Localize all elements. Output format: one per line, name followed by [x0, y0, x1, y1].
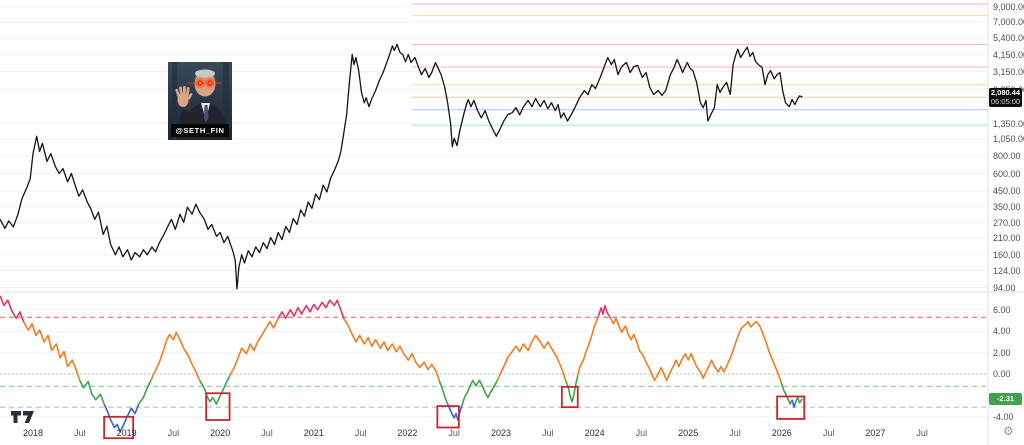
- oscillator-tick-label: 4.00: [993, 326, 1011, 337]
- price-tick-label: 124.00: [993, 265, 1021, 276]
- oscillator-series-segment: [597, 304, 612, 319]
- oscillator-current-value: -2.31: [996, 394, 1015, 404]
- time-tick-label: Jul: [448, 428, 460, 438]
- price-tick-label: 3,150.00: [993, 66, 1024, 77]
- bar-countdown: 06:05:00: [990, 96, 1021, 106]
- oscillator-tick-label: 6.00: [993, 304, 1011, 315]
- price-tick-label: 94.00: [993, 282, 1016, 293]
- oscillator-series-segment: [564, 375, 579, 403]
- time-tick-label: Jul: [354, 428, 367, 438]
- oscillator-series-segment: [138, 380, 152, 405]
- price-tick-label: 4,150.00: [993, 49, 1024, 60]
- oscillator-series-segment: [496, 334, 567, 381]
- last-price-value: 2,080.44: [990, 88, 1021, 98]
- price-tick-label: 9,000.00: [993, 2, 1024, 12]
- oscillator-series-segment: [79, 380, 105, 405]
- time-tick-label: Jul: [916, 428, 928, 438]
- time-tick-label: 2018: [22, 428, 44, 438]
- price-tick-label: 7,000.00: [993, 17, 1024, 28]
- oscillator-tick-label: 0.00: [993, 369, 1011, 379]
- price-tick-label: 450.00: [993, 186, 1021, 197]
- oscillator-value-label: -2.31: [989, 392, 1022, 405]
- time-tick-label: Jul: [74, 428, 86, 438]
- price-line-series: [0, 43, 803, 290]
- oscillator-series-segment: [198, 375, 231, 405]
- oscillator-series-segment: [343, 317, 440, 381]
- price-tick-label: 350.00: [993, 201, 1021, 212]
- price-tick-label: 1,350.00: [993, 118, 1024, 129]
- oscillator-series-segment: [791, 399, 797, 409]
- oscillator-tick-label: -4.00: [993, 411, 1014, 422]
- time-tick-label: Jul: [822, 428, 835, 438]
- time-tick-label: Jul: [261, 428, 273, 438]
- bottom-marker-box[interactable]: [103, 415, 135, 440]
- oscillator-series-segment: [150, 331, 201, 381]
- bottom-marker-box[interactable]: [205, 392, 231, 421]
- price-tick-label: 800.00: [993, 150, 1021, 161]
- oscillator-series-segment: [438, 380, 449, 405]
- oscillator-series-segment: [446, 403, 463, 421]
- price-tick-label: 1,050.00: [993, 134, 1024, 145]
- time-tick-label: Jul: [729, 428, 741, 438]
- oscillator-series-segment: [460, 379, 499, 407]
- last-price-label: 2,080.44 06:05:00: [989, 88, 1022, 108]
- time-tick-label: 2019: [116, 428, 137, 438]
- time-tick-label: 2020: [210, 428, 231, 438]
- watermark-handle: @SETH_FIN: [171, 124, 229, 137]
- oscillator-tick-label: 2.00: [993, 347, 1011, 358]
- oscillator-series-segment: [609, 317, 782, 382]
- time-tick-label: 2025: [678, 428, 699, 438]
- oscillator-series-segment: [780, 381, 793, 405]
- bottom-marker-box[interactable]: [560, 385, 579, 409]
- oscillator-series-segment: [577, 315, 600, 377]
- oscillator-series-segment: [795, 396, 804, 404]
- time-tick-label: 2023: [490, 428, 512, 438]
- oscillator-series-segment: [22, 321, 81, 381]
- bottom-marker-box[interactable]: [776, 395, 806, 420]
- price-tick-label: 5,400.00: [993, 33, 1024, 44]
- price-tick-label: 270.00: [993, 217, 1021, 228]
- powell-meme-image: @SETH_FIN: [168, 62, 232, 140]
- tradingview-logo[interactable]: [11, 411, 37, 424]
- time-tick-label: Jul: [167, 428, 180, 438]
- oscillator-series-segment: [277, 299, 345, 320]
- price-tick-label: 210.00: [993, 233, 1021, 244]
- time-tick-label: Jul: [542, 428, 554, 438]
- time-tick-label: 2026: [771, 428, 792, 438]
- price-tick-label: 600.00: [993, 168, 1021, 179]
- bottom-marker-box[interactable]: [436, 405, 460, 429]
- time-tick-label: Jul: [635, 428, 648, 438]
- oscillator-series-segment: [0, 295, 25, 322]
- price-tick-label: 160.00: [993, 249, 1021, 260]
- settings-gear-icon[interactable]: ⚙: [1003, 424, 1014, 438]
- time-tick-label: 2027: [865, 428, 886, 438]
- time-tick-label: 2022: [397, 428, 418, 438]
- raised-hand: [175, 86, 193, 107]
- oscillator-series-segment: [228, 318, 279, 377]
- time-tick-label: 2021: [303, 428, 324, 438]
- time-tick-label: 2024: [584, 428, 605, 438]
